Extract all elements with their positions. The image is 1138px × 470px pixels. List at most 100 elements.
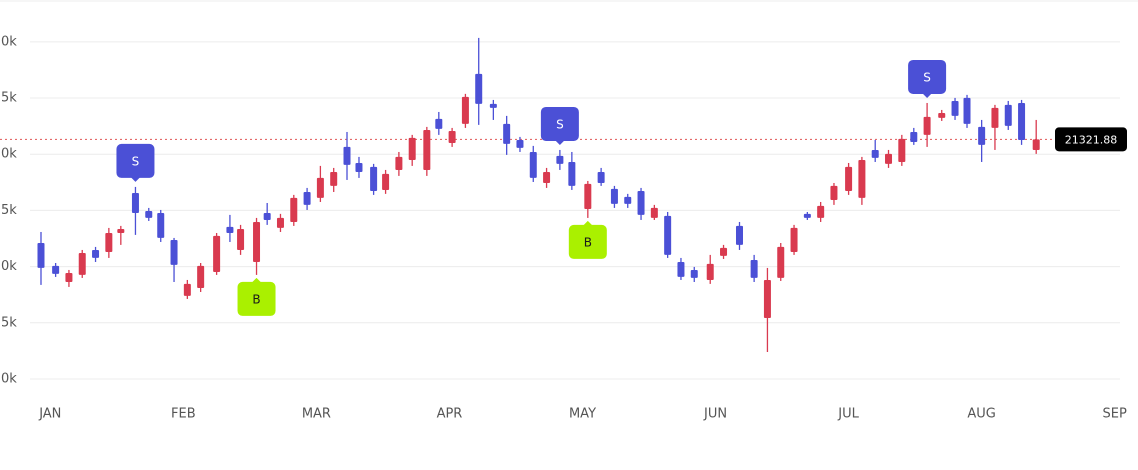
candle bbox=[316, 165, 324, 202]
candle-body bbox=[145, 210, 153, 218]
candle bbox=[435, 111, 443, 135]
candle-body bbox=[516, 139, 524, 148]
candle-body bbox=[529, 151, 537, 178]
x-tick-label: AUG bbox=[967, 407, 995, 422]
candle-body bbox=[117, 228, 125, 233]
candle-body bbox=[584, 183, 592, 209]
candle-body bbox=[664, 215, 672, 255]
candle bbox=[1032, 119, 1040, 154]
candle-body bbox=[624, 196, 632, 204]
candle-body bbox=[597, 171, 605, 183]
candle bbox=[871, 139, 879, 162]
signal-marker: B bbox=[568, 220, 607, 259]
candle bbox=[978, 119, 986, 162]
candle bbox=[489, 99, 497, 120]
signal-marker: S bbox=[540, 106, 579, 145]
candle bbox=[170, 237, 178, 282]
candle-body bbox=[290, 197, 298, 222]
candle-body bbox=[226, 226, 234, 233]
candle-body bbox=[817, 205, 825, 218]
x-tick-label: JUN bbox=[703, 407, 727, 422]
candle-body bbox=[898, 138, 906, 162]
candle-body bbox=[845, 166, 853, 191]
candle bbox=[145, 207, 153, 221]
candle bbox=[65, 269, 73, 287]
candle-body bbox=[938, 112, 946, 118]
y-tick-label: 5k bbox=[1, 315, 17, 330]
candle-body bbox=[237, 228, 245, 250]
candle-body bbox=[448, 130, 456, 143]
candle-body bbox=[213, 235, 221, 272]
candle bbox=[213, 232, 221, 275]
candle-body bbox=[197, 265, 205, 288]
candle-body bbox=[316, 177, 324, 198]
candle-body bbox=[78, 252, 86, 275]
candle bbox=[290, 194, 298, 226]
candle-body bbox=[830, 185, 838, 200]
candle-body bbox=[355, 162, 363, 172]
candle-body bbox=[131, 192, 139, 213]
candle bbox=[763, 267, 771, 352]
candle-body bbox=[183, 283, 191, 296]
signal-pointer bbox=[582, 220, 593, 226]
candle bbox=[303, 187, 311, 210]
candle-body bbox=[1004, 104, 1012, 126]
candle-body bbox=[263, 212, 271, 220]
signal-pointer bbox=[554, 139, 565, 145]
candle-body bbox=[92, 249, 100, 258]
y-tick-label: 0k bbox=[1, 259, 17, 274]
candle-body bbox=[803, 213, 811, 218]
candle bbox=[830, 182, 838, 205]
candle bbox=[706, 254, 714, 284]
candle bbox=[1018, 99, 1026, 145]
x-tick-label: JUL bbox=[837, 407, 859, 422]
candle-body bbox=[650, 207, 658, 218]
candle-body bbox=[871, 149, 879, 158]
candle-body bbox=[65, 272, 73, 282]
candle-body bbox=[763, 279, 771, 318]
candle bbox=[991, 104, 999, 150]
signal-box bbox=[116, 143, 155, 178]
candle-body bbox=[991, 107, 999, 128]
y-tick-label: 0k bbox=[1, 371, 17, 386]
candle-body bbox=[157, 212, 165, 238]
candle bbox=[568, 151, 576, 190]
signal-label: S bbox=[556, 117, 564, 131]
signal-label: B bbox=[584, 235, 592, 249]
candle bbox=[37, 231, 45, 285]
candle bbox=[276, 213, 284, 232]
candle bbox=[637, 187, 645, 220]
candle bbox=[790, 224, 798, 255]
x-tick-label: SEP bbox=[1103, 407, 1127, 422]
candle-body bbox=[503, 123, 511, 144]
candle-body bbox=[978, 126, 986, 145]
candle-body bbox=[253, 221, 261, 262]
candle bbox=[343, 131, 351, 180]
candle-body bbox=[923, 116, 931, 135]
candle bbox=[157, 209, 165, 242]
candle-body bbox=[556, 155, 564, 164]
candle-body bbox=[303, 191, 311, 205]
y-tick-label: 0k bbox=[1, 147, 17, 162]
candle bbox=[263, 202, 271, 225]
candle bbox=[898, 134, 906, 166]
candle bbox=[910, 127, 918, 145]
candle-body bbox=[382, 173, 390, 190]
candle-body bbox=[408, 137, 416, 160]
candle bbox=[330, 167, 338, 192]
signal-marker: S bbox=[116, 143, 155, 182]
candle-body bbox=[105, 232, 113, 252]
candle-body bbox=[343, 146, 351, 165]
signal-box bbox=[540, 106, 579, 141]
candle-body bbox=[720, 247, 728, 256]
signal-box bbox=[908, 59, 947, 94]
candle-body bbox=[435, 118, 443, 129]
candle bbox=[584, 180, 592, 218]
candle-body bbox=[1018, 102, 1026, 140]
candle bbox=[735, 221, 743, 250]
candle bbox=[461, 93, 469, 128]
candle bbox=[52, 262, 60, 277]
candle bbox=[650, 204, 658, 220]
candle bbox=[408, 134, 416, 166]
candle-body bbox=[170, 239, 178, 265]
